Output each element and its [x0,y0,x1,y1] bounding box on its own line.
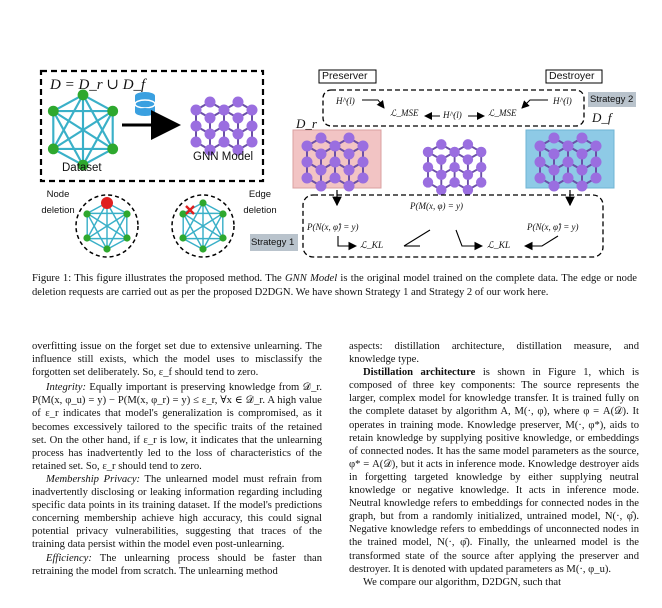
figure-svg [39,69,636,258]
dr-label: D_r [296,116,317,131]
membership-privacy-paragraph: Membership Privacy: The unlearned model … [32,473,322,551]
dataset-label: Dataset [62,162,102,174]
lmse-right: ℒ_MSE [488,108,517,118]
strategy-1-label: Strategy 1 [251,237,295,248]
left-column: overfitting issue on the forget set due … [32,340,322,578]
figure-1: D = D_r ∪ D_f Dataset GNN Model Node dele… [0,0,662,270]
pm-center: P(M(x, φ) = y) [410,201,464,211]
df-label: D_f [592,110,612,125]
efficiency-paragraph: Efficiency: The unlearning process shoul… [32,552,322,577]
lkl-right: ℒ_KL [487,241,511,251]
gnn-model-label: GNN Model [193,151,254,163]
database-icon [134,92,156,116]
right-paragraph-3: We compare our algorithm, D2DGN, such th… [363,576,562,588]
lmse-left: ℒ_MSE [390,108,419,118]
dataset-equation: D = D_r ∪ D_f [50,77,146,93]
distillation-architecture-paragraph: Distillation architecture is shown in Fi… [349,367,639,575]
preserver-label: Preserver [322,70,368,82]
left-paragraph-1: overfitting issue on the forget set due … [32,341,322,379]
integrity-paragraph: Integrity: Equally important is preservi… [32,382,322,472]
destroyer-label: Destroyer [549,70,595,82]
h-left: H^(l) [336,96,355,106]
h-mid: H^(l) [443,110,462,120]
h-right: H^(l) [553,96,572,106]
node-deletion-label: Node deletion [41,189,75,216]
figure-caption: Figure 1: This figure illustrates the pr… [32,273,637,299]
edge-deletion-label: Edge deletion [243,189,277,216]
lkl-left: ℒ_KL [360,241,384,251]
right-column: aspects: distillation architecture, dist… [349,340,639,589]
right-paragraph-1: aspects: distillation architecture, dist… [349,341,639,366]
pn-left: P(N(x, φ̂) = y) [307,222,359,232]
strategy-2-label: Strategy 2 [590,94,634,105]
pn-right: P(N(x, φ̂) = y) [527,222,579,232]
